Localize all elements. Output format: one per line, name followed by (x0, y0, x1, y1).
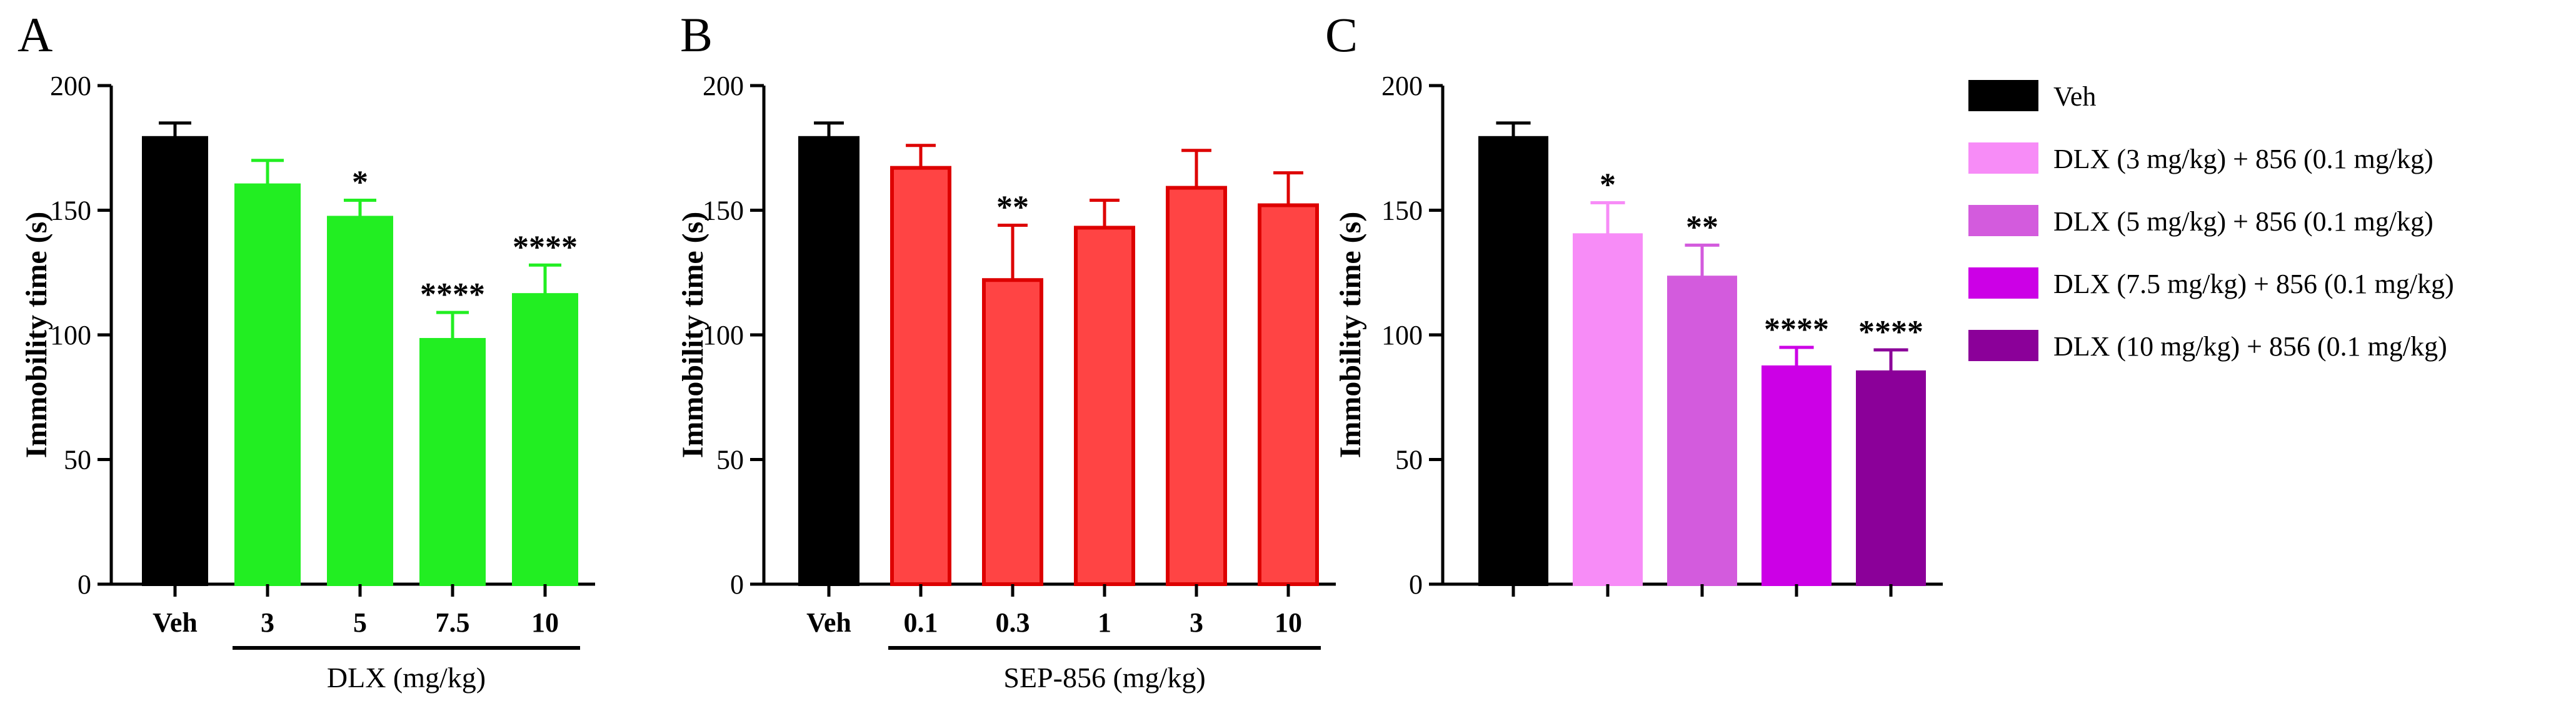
legend-label: Veh (2053, 81, 2096, 112)
bar (419, 337, 486, 586)
bar (1478, 136, 1548, 587)
y-tick-label: 100 (1381, 320, 1423, 351)
legend-label: DLX (5 mg/kg) + 856 (0.1 mg/kg) (2053, 206, 2433, 237)
legend-label: DLX (3 mg/kg) + 856 (0.1 mg/kg) (2053, 144, 2433, 174)
y-tick-label: 100 (50, 320, 91, 351)
legend-swatch (1968, 142, 2038, 174)
bar (234, 183, 301, 587)
significance-label: **** (1764, 312, 1829, 347)
x-tick-label: 1 (1098, 607, 1111, 638)
significance-label: **** (1858, 314, 1923, 350)
legend-swatch (1968, 267, 2038, 299)
bar (982, 278, 1043, 586)
group-label: DLX (mg/kg) (327, 662, 486, 694)
significance-label: * (1600, 167, 1616, 203)
legend-label: DLX (10 mg/kg) + 856 (0.1 mg/kg) (2053, 331, 2447, 362)
bar (1166, 186, 1227, 586)
significance-label: **** (513, 229, 578, 265)
group-label: SEP-856 (mg/kg) (1003, 662, 1205, 694)
panel-a: A 0 50 100 150 200 Immobility time (s) Veh 3 5 * 7.… (18, 7, 595, 694)
x-tick-label: 7.5 (436, 607, 470, 638)
x-tick-label: 5 (353, 607, 367, 638)
y-tick-label: 50 (716, 445, 744, 475)
significance-label: ** (1686, 209, 1718, 245)
panel-letter: A (18, 7, 53, 62)
y-tick-label: 100 (703, 320, 744, 351)
x-tick-label: 10 (1275, 607, 1302, 638)
panel-letter: B (680, 7, 713, 62)
y-tick-label: 150 (703, 196, 744, 226)
y-tick-label: 200 (703, 71, 744, 101)
legend-swatch (1968, 80, 2038, 111)
x-tick-label: Veh (153, 607, 198, 638)
y-tick-label: 0 (730, 569, 744, 600)
legend: Veh DLX (3 mg/kg) + 856 (0.1 mg/kg) DLX (5… (1968, 80, 2454, 362)
y-tick-label: 0 (1409, 569, 1423, 600)
panel-b: B 0 50 100 150 200 Immobility time (s) Veh 0.1 0.… (676, 7, 1336, 694)
bar (890, 166, 951, 587)
x-tick-label: 0.3 (996, 607, 1030, 638)
bar (142, 136, 208, 587)
y-tick-label: 0 (78, 569, 91, 600)
bar (798, 136, 860, 587)
legend-swatch (1968, 205, 2038, 236)
x-tick-label: 10 (531, 607, 559, 638)
bar (1667, 276, 1737, 586)
bar (1762, 365, 1832, 586)
legend-label: DLX (7.5 mg/kg) + 856 (0.1 mg/kg) (2053, 269, 2454, 299)
significance-label: ** (996, 189, 1029, 225)
y-tick-label: 50 (1395, 445, 1423, 475)
x-tick-label: 3 (261, 607, 274, 638)
y-tick-label: 150 (1381, 196, 1423, 226)
x-tick-label: Veh (806, 607, 851, 638)
y-tick-label: 150 (50, 196, 91, 226)
bar (1573, 233, 1643, 586)
x-tick-label: 0.1 (904, 607, 938, 638)
y-tick-label: 50 (64, 445, 91, 475)
bar (327, 216, 393, 587)
y-tick-label: 200 (1381, 71, 1423, 101)
y-axis-title: Immobility time (s) (1334, 212, 1367, 459)
legend-swatch (1968, 330, 2038, 361)
significance-label: **** (420, 277, 485, 312)
y-axis-title: Immobility time (s) (20, 212, 53, 459)
bar (1074, 226, 1135, 586)
bar (512, 293, 578, 586)
panel-letter: C (1325, 7, 1358, 62)
bar (1856, 370, 1926, 586)
y-axis-title: Immobility time (s) (676, 212, 709, 459)
y-tick-label: 200 (50, 71, 91, 101)
significance-label: * (352, 165, 368, 201)
x-tick-label: 3 (1190, 607, 1203, 638)
bar (1258, 203, 1319, 586)
